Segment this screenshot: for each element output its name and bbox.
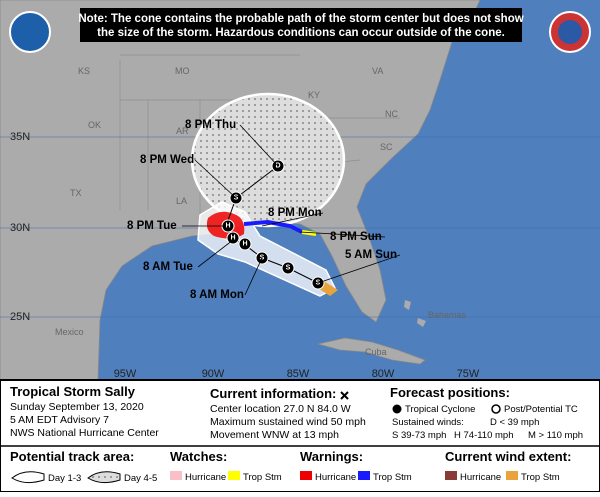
post-icon (491, 404, 501, 414)
forecast-title: Forecast positions: (390, 385, 510, 400)
note: the size of the storm. Hazardous conditi… (97, 27, 505, 39)
noaa-logo (9, 11, 51, 53)
state-label: LA (176, 196, 187, 206)
swatch (445, 471, 457, 480)
track-label: 5 AM Sun (345, 249, 397, 261)
day45-icon (87, 471, 121, 484)
track-label: 8 PM Mon (268, 207, 322, 219)
storm-info: 5 AM EDT Advisory 7 (10, 414, 109, 426)
forecast-symbol: H (230, 235, 235, 242)
storm-info: NWS National Hurricane Center (10, 427, 159, 439)
extent-key: Hurricane (460, 472, 501, 483)
warning-title: Warnings: (300, 449, 363, 464)
leader-line (317, 254, 401, 284)
forecast-key: Post/Potential TC (504, 404, 578, 415)
swatch (300, 471, 312, 480)
forecast-symbol: S (234, 195, 239, 202)
forecast-key: H 74-110 mph (454, 430, 514, 441)
day13-icon (11, 471, 45, 484)
storm-name: Tropical Storm Sally (10, 384, 136, 399)
nws-logo-inner (558, 20, 582, 44)
lon-label: 85W (287, 368, 310, 380)
cone-day45 (190, 92, 346, 228)
track-key: Day 1-3 (48, 473, 81, 484)
lon-label: 95W (114, 368, 137, 380)
warning-key: Trop Stm (373, 472, 412, 483)
forecast-key: Tropical Cyclone (405, 404, 475, 415)
leader-line (239, 124, 279, 167)
forecast-key: Sustained winds: (392, 417, 464, 428)
state-label: MO (175, 66, 190, 76)
lon-label: 90W (202, 368, 225, 380)
bahamas (404, 300, 426, 327)
lat-label: 35N (10, 131, 30, 143)
state-label: TX (70, 188, 82, 198)
state-label: SC (380, 142, 393, 152)
forecast-point (226, 231, 240, 245)
track-title: Potential track area: (10, 449, 134, 464)
swatch (506, 471, 518, 480)
ts-warning (243, 219, 303, 234)
forecast-key: D < 39 mph (490, 417, 539, 428)
lat-label: 30N (10, 222, 30, 234)
forecast-key: M > 110 mph (528, 430, 583, 441)
state-label: KY (308, 90, 320, 100)
extent-key: Trop Stm (521, 472, 560, 483)
tc-icon (392, 404, 402, 414)
state-label: AR (176, 126, 189, 136)
lon-label: 80W (372, 368, 395, 380)
lat-label: 25N (10, 311, 30, 323)
track-label: 8 AM Tue (143, 261, 193, 273)
state-label: NC (385, 109, 398, 119)
swatch (358, 471, 370, 480)
extent-title: Current wind extent: (445, 449, 571, 464)
track-key: Day 4-5 (124, 473, 157, 484)
cuba (317, 337, 426, 365)
country-label: Mexico (55, 327, 84, 337)
leader-line (299, 231, 386, 238)
forecast-symbol: S (260, 255, 265, 262)
leader-line (194, 159, 237, 199)
track-label: 8 PM Wed (140, 154, 194, 166)
swatch (228, 471, 240, 480)
warning-key: Hurricane (315, 472, 356, 483)
country-label: Bahamas (428, 310, 467, 320)
track-label: 8 PM Tue (127, 220, 177, 232)
state-label: VA (372, 66, 383, 76)
leader-line (244, 257, 263, 296)
note: Note: The cone contains the probable pat… (78, 13, 523, 25)
current-title: Current information: (210, 386, 336, 401)
forecast-symbol: H (225, 223, 230, 230)
state-label: OK (88, 120, 101, 130)
watch-key: Trop Stm (243, 472, 282, 483)
current-x (340, 391, 349, 400)
state-label: KS (78, 66, 90, 76)
forecast-symbol: H (242, 241, 247, 248)
forecast-symbol: S (286, 265, 291, 272)
lon-label: 75W (457, 368, 480, 380)
track-label: 8 AM Mon (190, 289, 244, 301)
current-info: Maximum sustained wind 50 mph (210, 416, 366, 428)
current-info: Movement WNW at 13 mph (210, 429, 339, 441)
leader-line (261, 212, 324, 227)
watch-title: Watches: (170, 449, 227, 464)
forecast-point (238, 237, 252, 251)
storm-info: Sunday September 13, 2020 (10, 401, 144, 413)
current-info: Center location 27.0 N 84.0 W (210, 403, 351, 415)
swatch (170, 471, 182, 480)
watch-key: Hurricane (185, 472, 226, 483)
forecast-point (281, 261, 295, 275)
country-label: Cuba (365, 347, 387, 357)
map: KSMOKYVAOKARTNNCSCMSALGATXLA Mexico Cuba… (0, 0, 600, 381)
forecast-key: S 39-73 mph (392, 430, 446, 441)
track-label: 8 PM Sun (330, 231, 382, 243)
track-label: 8 PM Thu (185, 119, 236, 131)
note-box (80, 8, 522, 42)
leader-line (197, 239, 234, 268)
